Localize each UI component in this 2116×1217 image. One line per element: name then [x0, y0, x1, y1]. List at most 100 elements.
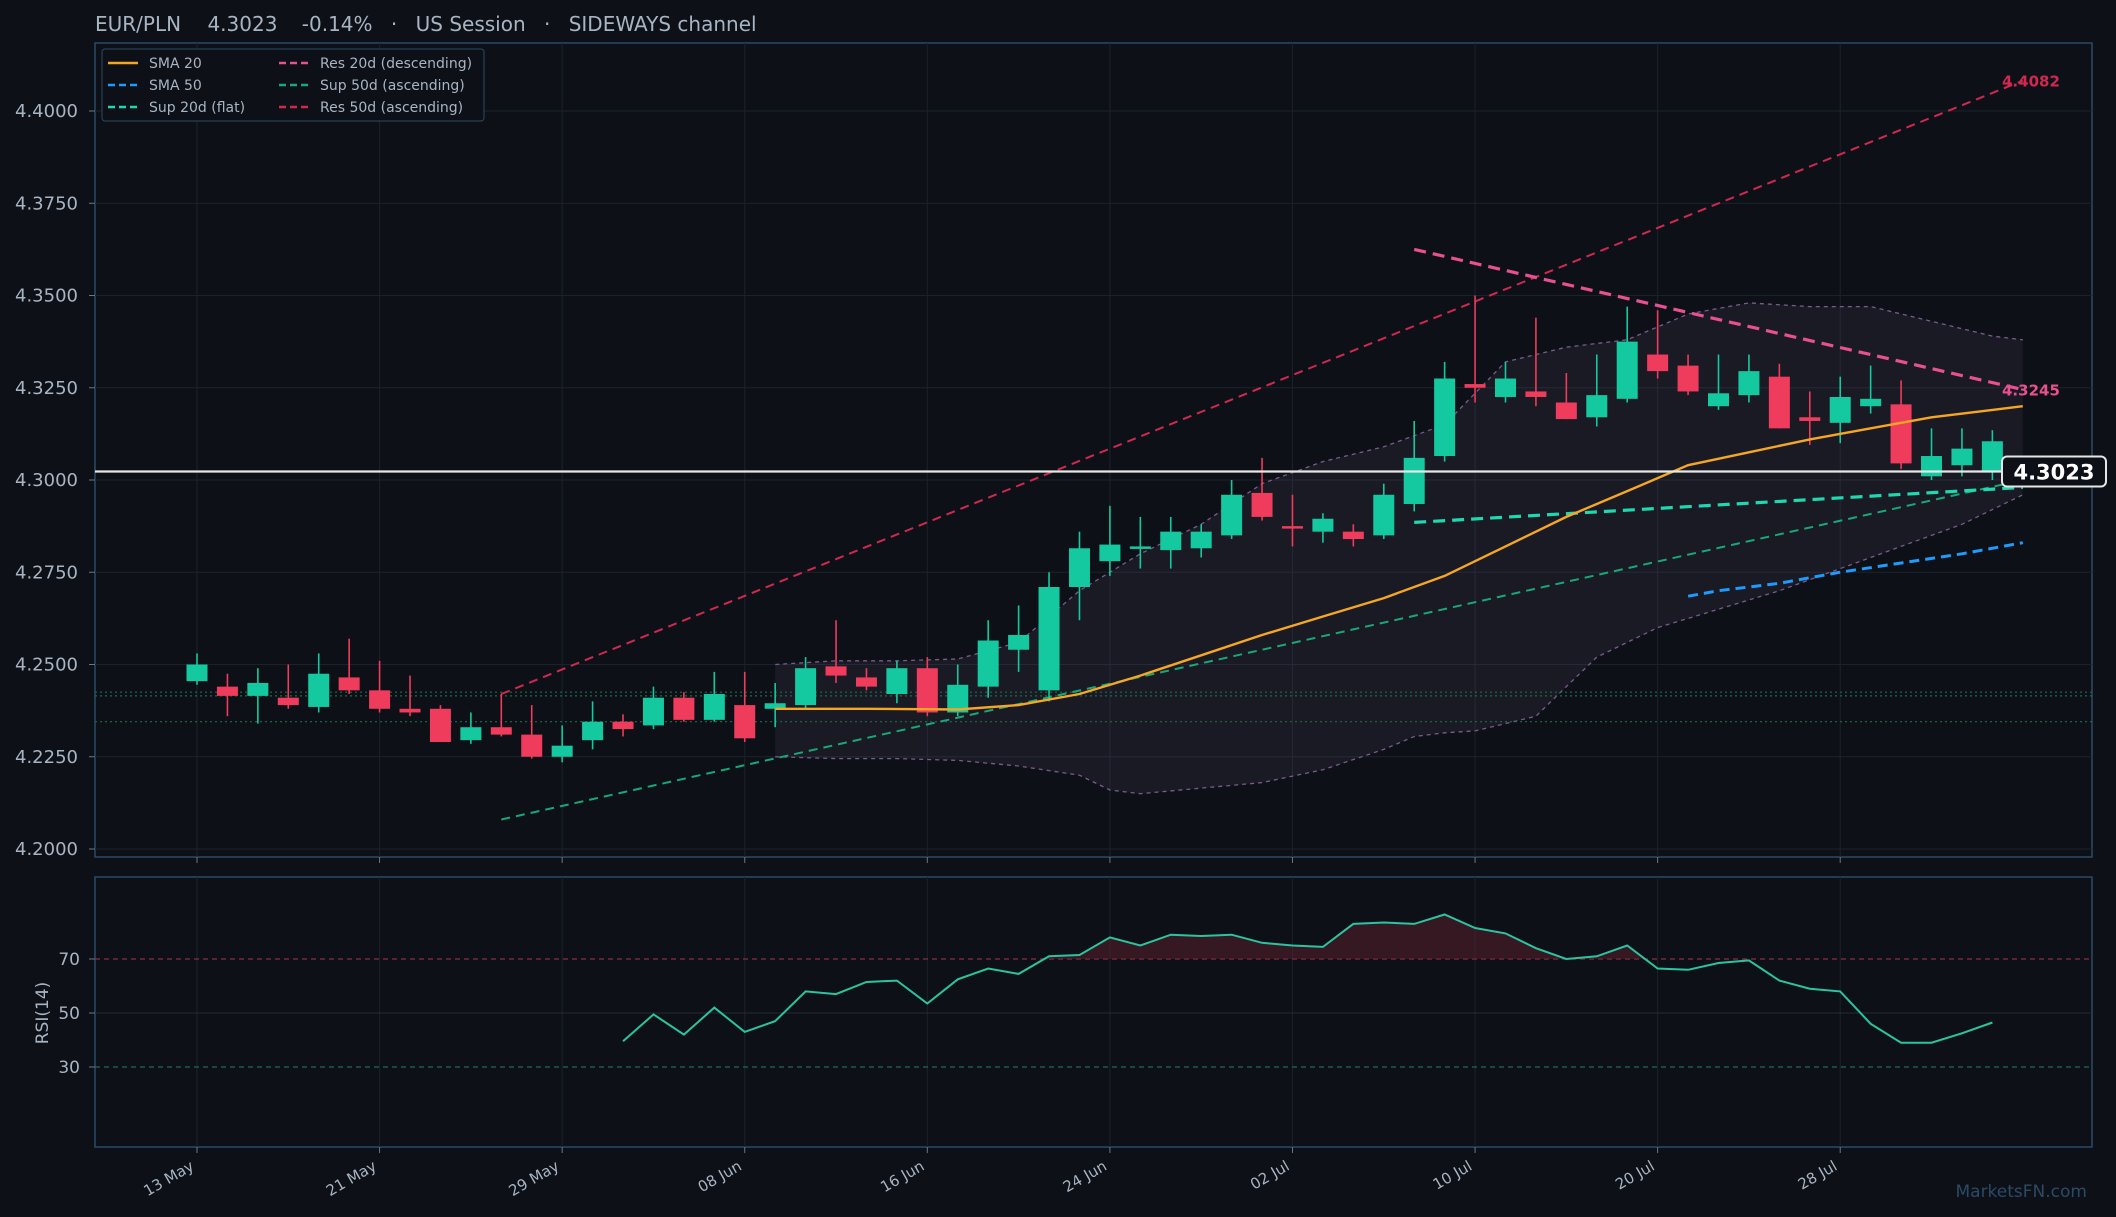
change-label: -0.14% [302, 12, 373, 36]
candle [1860, 365, 1882, 414]
candle-body [1342, 531, 1364, 540]
session-label: US Session [416, 12, 526, 36]
candle-body [216, 686, 238, 696]
candle [1890, 380, 1912, 469]
candle [490, 694, 512, 737]
rsi-overbought-fill [1566, 945, 1646, 959]
date-tick-label: 28 Jul [1795, 1157, 1840, 1194]
candle-body [1373, 494, 1395, 536]
candle-body [1890, 404, 1912, 464]
candle [764, 682, 786, 728]
candle-body [1586, 395, 1608, 418]
candle [1068, 531, 1090, 621]
legend: SMA 20 SMA 50 Sup 20d (flat) Res 20d (desce… [101, 48, 485, 122]
candle-body [795, 668, 817, 706]
candle-body [551, 745, 573, 757]
candle-body [734, 705, 756, 739]
rsi-y-axis: 70 50 30 [58, 950, 95, 1078]
legend-label: SMA 20 [149, 56, 202, 72]
rsi-gridlines [95, 877, 2092, 1147]
candle-body [1494, 378, 1516, 397]
candle [947, 664, 969, 717]
candle-body [1708, 393, 1729, 407]
rsi-tick-label: 50 [58, 1004, 80, 1024]
price-tick-label: 4.3250 [15, 378, 78, 399]
candle-body [1403, 457, 1425, 504]
price-tick-label: 4.3000 [15, 470, 78, 491]
candle [399, 675, 421, 717]
last-price-line: 4.3023 [95, 455, 2107, 488]
moving-averages [775, 405, 2024, 711]
candle [1768, 363, 1790, 429]
candle [1190, 524, 1212, 558]
candle-body [582, 721, 604, 741]
candle-body [703, 694, 725, 720]
candle-body [1221, 494, 1243, 536]
rsi-overbought-fill [1044, 914, 1567, 959]
candle-body [1099, 544, 1121, 562]
candle-body [1921, 456, 1943, 477]
candle [247, 668, 269, 724]
candle [1403, 420, 1425, 512]
candle [1129, 516, 1151, 569]
candle-body [1981, 441, 2003, 471]
candle-body [1647, 354, 1669, 372]
candle [1099, 505, 1121, 576]
legend-label: Res 50d (ascending) [320, 100, 463, 116]
legend-label: Res 20d (descending) [320, 56, 472, 72]
price-tick-label: 4.2000 [15, 839, 78, 860]
price-tick-label: 4.4000 [15, 101, 78, 122]
candle-body [916, 668, 938, 713]
candle [1647, 310, 1669, 379]
candle [1434, 361, 1456, 462]
price-tick-label: 4.3500 [15, 286, 78, 307]
candle-body [1799, 417, 1821, 421]
candle [642, 686, 664, 730]
header-separator: · [544, 12, 550, 36]
candle-body [1525, 391, 1547, 397]
candle-body [886, 668, 908, 695]
candle-body [429, 708, 451, 742]
symbol-label: EUR/PLN [95, 12, 181, 36]
channel-label: SIDEWAYS channel [569, 12, 757, 36]
candle-body [642, 697, 664, 726]
candle-body [369, 690, 391, 709]
candle-body [855, 677, 877, 687]
candle-body [1951, 448, 1973, 466]
candle-body [1464, 384, 1486, 388]
candle [1251, 457, 1273, 521]
trendlines [500, 79, 2024, 821]
candle-body [1829, 396, 1851, 423]
candle-body [1616, 341, 1638, 399]
candle [521, 705, 543, 759]
rsi-line [622, 913, 1993, 1044]
candle-body [1555, 402, 1577, 420]
candle-body [1768, 376, 1790, 429]
candle-body [977, 640, 999, 687]
candle-body [1190, 531, 1212, 549]
candle [1708, 354, 1729, 410]
candle [1281, 494, 1303, 547]
price-label: 4.3023 [207, 12, 277, 36]
date-tick-label: 29 May [506, 1157, 563, 1200]
candle-body [247, 682, 269, 696]
res-20d-line [1413, 247, 2024, 392]
candle [703, 671, 725, 722]
candle-body [521, 734, 543, 757]
candle [1494, 361, 1516, 403]
candle-body [764, 703, 786, 709]
candle [1221, 480, 1243, 540]
sup-50d-line [501, 479, 2024, 821]
legend-label: Sup 20d (flat) [149, 100, 245, 116]
date-tick-label: 21 May [323, 1157, 380, 1200]
candle-body [1860, 398, 1882, 407]
bollinger-lower [775, 494, 2024, 795]
date-tick-label: 13 May [140, 1157, 197, 1200]
sup-20d-line [1414, 485, 2023, 524]
candle [1951, 428, 1973, 477]
candle [1464, 295, 1486, 403]
candle [612, 714, 634, 737]
candle [186, 653, 208, 685]
candle-body [1008, 634, 1030, 650]
